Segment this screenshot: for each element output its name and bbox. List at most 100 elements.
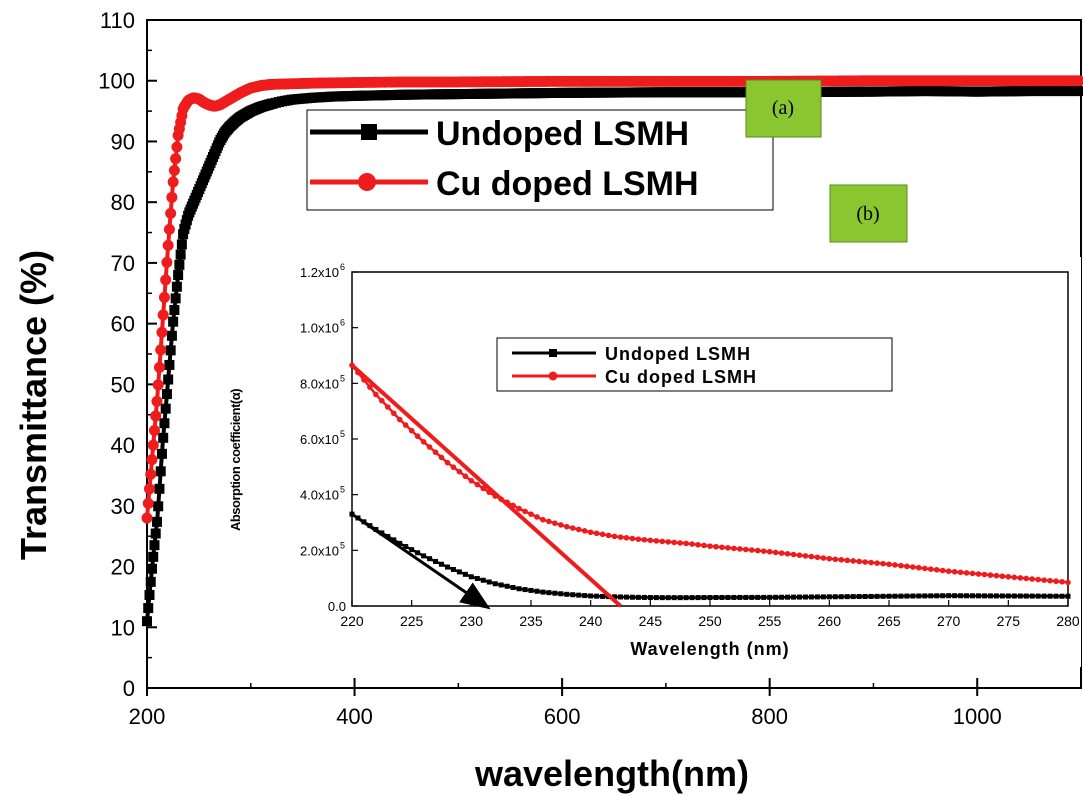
annotation-a-text: (a) bbox=[772, 97, 794, 119]
inset-data-point bbox=[1041, 593, 1047, 599]
main-data-point bbox=[170, 293, 181, 304]
main-data-point bbox=[175, 249, 186, 260]
inset-data-point bbox=[552, 520, 558, 526]
main-data-point bbox=[164, 359, 175, 370]
main-y-tick-label: 50 bbox=[111, 372, 135, 397]
inset-data-point bbox=[367, 384, 373, 390]
annotation-a: (a) bbox=[745, 79, 822, 138]
main-data-point bbox=[146, 563, 157, 574]
inset-data-point bbox=[677, 540, 683, 546]
main-data-point bbox=[155, 466, 166, 477]
annotation-b: (b) bbox=[829, 184, 908, 243]
inset-data-point bbox=[1047, 577, 1053, 584]
main-data-point bbox=[161, 256, 173, 268]
main-data-point bbox=[160, 274, 172, 286]
inset-data-point bbox=[462, 473, 469, 480]
inset-data-point bbox=[641, 536, 648, 543]
inset-data-point bbox=[892, 562, 898, 568]
inset-data-point bbox=[421, 553, 427, 559]
inset-data-point bbox=[981, 593, 987, 599]
main-y-axis-title: Transmittance (%) bbox=[13, 250, 54, 560]
main-y-tick-label: 90 bbox=[111, 129, 135, 154]
inset-x-tick-label: 245 bbox=[639, 613, 663, 629]
inset-data-point bbox=[444, 564, 450, 570]
inset-data-point bbox=[480, 577, 486, 583]
inset-data-point bbox=[546, 518, 552, 525]
inset-data-point bbox=[940, 593, 946, 599]
inset-x-tick-label: 255 bbox=[758, 613, 782, 629]
inset-data-point bbox=[832, 556, 839, 563]
inset-data-point bbox=[946, 593, 952, 599]
inset-data-point bbox=[904, 563, 910, 570]
main-data-point bbox=[156, 448, 167, 459]
inset-data-point bbox=[701, 542, 707, 549]
inset-x-tick-label: 265 bbox=[877, 613, 901, 629]
inset-data-point bbox=[850, 558, 856, 564]
inset-data-point bbox=[1017, 593, 1023, 599]
inset-data-point bbox=[528, 511, 534, 517]
inset-data-point bbox=[575, 526, 582, 533]
inset-data-point bbox=[486, 579, 492, 585]
inset-data-point bbox=[1053, 578, 1059, 585]
inset-x-tick-label: 250 bbox=[698, 613, 722, 629]
main-data-point bbox=[159, 418, 170, 429]
main-data-point bbox=[149, 540, 160, 551]
inset-data-point bbox=[1017, 575, 1024, 581]
main-data-point bbox=[147, 439, 159, 451]
inset-x-tick-label: 230 bbox=[460, 613, 484, 629]
main-data-point bbox=[155, 344, 167, 356]
inset-data-point bbox=[450, 566, 456, 572]
inset-data-point bbox=[808, 553, 815, 560]
inset-y-tick-label: 6.0x10 bbox=[300, 432, 339, 447]
inset-data-point bbox=[450, 464, 457, 470]
inset-data-point bbox=[528, 587, 534, 593]
main-data-point bbox=[163, 223, 175, 235]
inset-data-point bbox=[534, 588, 540, 594]
inset-data-point bbox=[426, 444, 433, 450]
inset-y-tick-label: 2.0x10 bbox=[300, 543, 339, 558]
inset-data-point bbox=[1011, 574, 1018, 581]
inset-x-tick-label: 235 bbox=[519, 613, 543, 629]
inset-data-point bbox=[832, 594, 838, 600]
inset-data-point bbox=[808, 594, 814, 600]
inset-data-point bbox=[933, 567, 940, 573]
inset-data-point bbox=[605, 532, 612, 539]
inset-data-point bbox=[737, 594, 743, 600]
inset-data-point bbox=[504, 583, 510, 589]
inset-data-point bbox=[671, 595, 677, 601]
inset-data-point bbox=[916, 593, 922, 599]
inset-data-point bbox=[820, 555, 827, 561]
inset-y-tick-label: 8.0x10 bbox=[300, 376, 339, 391]
inset-y-tick-exponent: 6 bbox=[340, 318, 345, 328]
inset-data-point bbox=[862, 559, 868, 565]
main-data-point bbox=[151, 516, 162, 527]
inset-y-axis-title: Absorption coefficient(α) bbox=[228, 389, 243, 531]
main-data-point bbox=[146, 454, 158, 466]
inset-data-point bbox=[683, 595, 689, 601]
inset-data-point bbox=[522, 587, 528, 593]
inset-y-tick-exponent: 5 bbox=[340, 373, 345, 383]
inset-data-point bbox=[880, 593, 886, 599]
inset-data-point bbox=[1059, 578, 1065, 585]
inset-data-point bbox=[623, 594, 629, 600]
inset-data-point bbox=[898, 593, 904, 599]
inset-data-point bbox=[958, 593, 964, 599]
inset-data-point bbox=[689, 541, 695, 547]
inset-data-point bbox=[927, 566, 934, 572]
main-data-point bbox=[1073, 75, 1083, 87]
inset-data-point bbox=[432, 449, 439, 456]
inset-data-point bbox=[617, 534, 624, 540]
main-data-point bbox=[141, 512, 153, 524]
inset-data-point bbox=[629, 535, 636, 542]
inset-data-point bbox=[397, 540, 403, 546]
main-data-point bbox=[173, 270, 184, 281]
inset-data-point bbox=[939, 567, 946, 574]
inset-data-point bbox=[761, 594, 767, 600]
inset-data-point bbox=[784, 551, 791, 557]
inset-data-point bbox=[522, 508, 528, 515]
inset-data-point bbox=[659, 595, 665, 601]
inset-data-point bbox=[444, 459, 451, 466]
inset-data-point bbox=[886, 593, 892, 599]
inset-x-tick-label: 270 bbox=[937, 613, 961, 629]
main-legend-marker-undoped bbox=[361, 124, 377, 140]
